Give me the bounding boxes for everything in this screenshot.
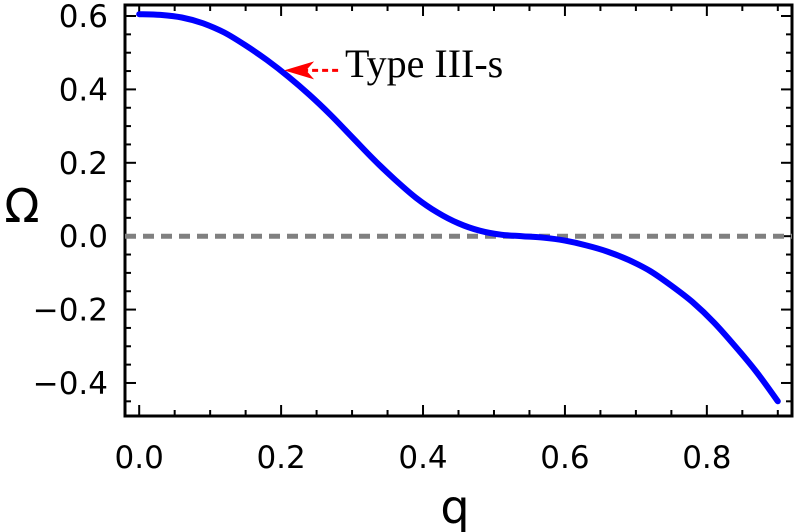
y-tick-label: 0.2: [59, 146, 108, 182]
x-tick-label: 0.2: [256, 440, 305, 476]
x-axis-label: q: [440, 480, 469, 532]
y-tick-label: 0.0: [59, 219, 108, 255]
series-line-0: [136, 11, 781, 405]
y-tick-label: −0.4: [33, 366, 108, 402]
x-tick-label: 0.4: [398, 440, 447, 476]
annotation-arrow-head: [284, 61, 315, 80]
annotation-label: Type III-s: [345, 41, 503, 86]
y-tick-label: −0.2: [33, 293, 108, 329]
x-tick-label: 0.0: [115, 440, 164, 476]
y-tick-label: 0.6: [59, 0, 108, 35]
x-tick-label: 0.8: [682, 440, 731, 476]
y-axis-label: Ω: [4, 179, 39, 233]
x-tick-label: 0.6: [540, 440, 589, 476]
y-tick-label: 0.4: [59, 72, 108, 108]
